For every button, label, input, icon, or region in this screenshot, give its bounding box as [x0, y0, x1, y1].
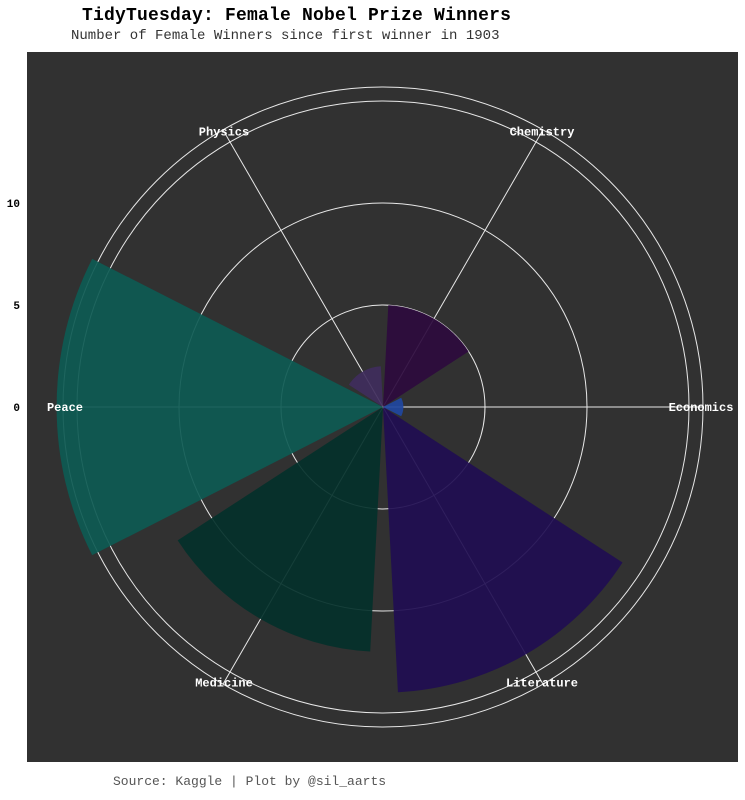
category-label-physics: Physics	[199, 126, 249, 140]
bar-medicine	[177, 407, 383, 652]
category-label-medicine: Medicine	[195, 676, 253, 690]
category-label-economics: Economics	[669, 401, 734, 415]
category-labels: Chemistry Economics Literature Medicine Peac…	[47, 126, 733, 691]
bar-peace	[56, 258, 384, 556]
bar-literature	[383, 407, 623, 693]
bar-chemistry	[383, 305, 469, 407]
grid-spoke	[222, 129, 384, 408]
category-label-chemistry: Chemistry	[510, 126, 575, 140]
source-caption: Source: Kaggle | Plot by @sil_aarts	[113, 774, 387, 789]
bar-physics	[348, 366, 383, 407]
category-label-literature: Literature	[506, 676, 578, 690]
chart-title: TidyTuesday: Female Nobel Prize Winners	[82, 6, 512, 26]
chart-subtitle: Number of Female Winners since first win…	[71, 28, 500, 44]
radial-tick-label: 0	[13, 403, 20, 415]
bar-economics	[383, 397, 404, 417]
radial-tick-label: 5	[13, 301, 20, 313]
category-label-peace: Peace	[47, 401, 83, 415]
bars	[56, 258, 623, 693]
radial-tick-labels: 0 5 10	[7, 199, 21, 415]
radial-tick-label: 10	[7, 199, 20, 211]
